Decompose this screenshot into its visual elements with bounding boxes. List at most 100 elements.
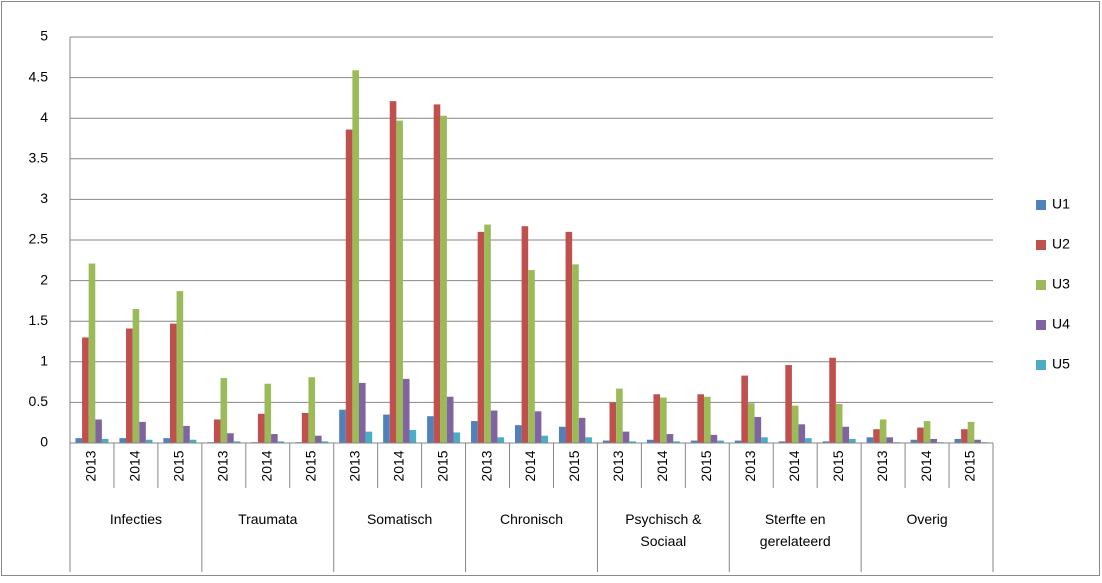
bar (690, 440, 698, 443)
bar (534, 411, 542, 443)
bar (873, 429, 880, 443)
bar (805, 438, 812, 443)
legend-label: U1 (1052, 196, 1070, 212)
bar (704, 396, 711, 443)
group-label: Traumata (238, 511, 298, 527)
y-tick-label: 4 (40, 109, 48, 125)
legend-swatch (1036, 280, 1046, 290)
x-tick-label: 2014 (127, 450, 143, 481)
bar (233, 441, 241, 443)
x-tick-label: 2013 (742, 450, 758, 481)
bar (822, 441, 830, 443)
legend-swatch (1036, 200, 1046, 210)
group-label-box: Chronisch (500, 511, 563, 527)
x-tick-label: 2013 (83, 450, 99, 481)
bar (220, 378, 228, 443)
x-tick-label: 2013 (215, 450, 231, 481)
legend-swatch (1036, 240, 1046, 250)
bar (277, 441, 285, 443)
group-label: Sterfte en gerelateerd (759, 511, 831, 549)
bar (484, 224, 491, 443)
bar (126, 328, 133, 443)
group-label-box: Psychisch & Sociaal (625, 511, 702, 549)
bar (477, 231, 485, 443)
x-tick-label: 2015 (830, 450, 846, 481)
x-tick-label: 2015 (434, 450, 450, 481)
bar (629, 441, 636, 443)
x-tick-label: 2015 (171, 450, 187, 481)
bar (409, 430, 417, 443)
bar (717, 440, 724, 443)
bar (427, 416, 434, 443)
bar (785, 365, 792, 443)
x-tick-label: 2013 (346, 450, 362, 481)
bar (119, 438, 127, 443)
bar (954, 438, 962, 443)
bar (301, 412, 309, 443)
bar (842, 426, 850, 443)
bar (433, 104, 441, 444)
bar (257, 413, 265, 443)
bar (213, 419, 221, 443)
bar (139, 421, 146, 443)
group-label-box: Overig (906, 511, 947, 527)
x-tick-label: 2014 (258, 450, 274, 481)
bar (101, 438, 109, 443)
y-tick-label: 2.5 (29, 231, 49, 247)
bar (358, 382, 366, 443)
bar (176, 291, 184, 443)
bar (734, 440, 742, 443)
x-tick-label: 2015 (698, 450, 714, 481)
bar (365, 431, 373, 443)
bar (849, 438, 856, 443)
bar (352, 70, 359, 444)
bar (453, 432, 461, 443)
x-tick-label: 2014 (918, 450, 934, 481)
x-tick-label: 2013 (478, 450, 494, 481)
bar (528, 270, 535, 443)
group-label: Psychisch & Sociaal (625, 511, 702, 549)
bar (829, 357, 836, 443)
bar (961, 429, 968, 443)
group-label: Somatisch (366, 511, 433, 527)
bar (609, 402, 617, 443)
bar (490, 410, 498, 443)
legend-label: U2 (1052, 236, 1070, 252)
bar (646, 439, 654, 443)
bar (75, 438, 83, 443)
x-tick-label: 2014 (390, 450, 406, 481)
group-label: Infecties (109, 511, 162, 527)
bar (396, 120, 403, 444)
bar (653, 394, 661, 443)
bar (616, 388, 623, 443)
legend-label: U5 (1052, 356, 1070, 372)
group-label-box: Infecties (109, 511, 162, 527)
group-label-box: Traumata (238, 511, 298, 527)
bar (565, 231, 573, 443)
bar (169, 323, 177, 443)
bar (308, 377, 316, 443)
x-tick-label: 2015 (566, 450, 582, 481)
bar (660, 397, 667, 443)
y-tick-label: 1.5 (29, 312, 49, 328)
bar (95, 419, 102, 443)
x-tick-label: 2014 (786, 450, 802, 481)
bar (835, 404, 843, 443)
bar (602, 440, 610, 443)
bar (88, 263, 96, 443)
bar (747, 403, 755, 443)
bar (271, 434, 278, 443)
bar (446, 396, 454, 443)
bar (264, 383, 272, 443)
bar (521, 226, 529, 443)
x-tick-label: 2013 (610, 450, 626, 481)
legend-label: U4 (1052, 316, 1070, 332)
bar (541, 435, 548, 443)
bar (572, 264, 579, 443)
bar (778, 441, 786, 443)
bar (886, 437, 894, 443)
bar (930, 438, 937, 443)
y-tick-label: 3.5 (29, 150, 49, 166)
